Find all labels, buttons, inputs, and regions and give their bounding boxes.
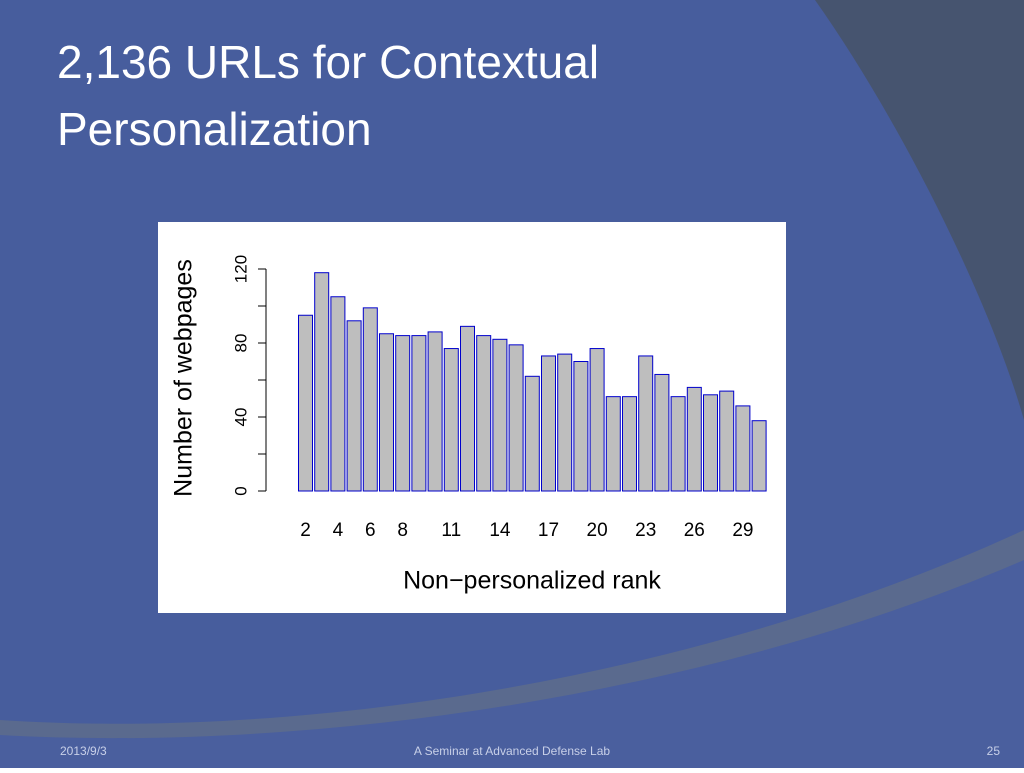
bar bbox=[443, 348, 459, 492]
bar bbox=[298, 314, 313, 492]
bar bbox=[573, 361, 589, 492]
bar bbox=[589, 348, 605, 492]
y-tick-label: 40 bbox=[231, 408, 250, 427]
bar bbox=[605, 396, 621, 492]
bar bbox=[735, 405, 751, 492]
bar bbox=[622, 396, 637, 492]
footer-text: A Seminar at Advanced Defense Lab bbox=[414, 744, 610, 758]
decor-bottom-inner bbox=[0, 560, 1024, 768]
slide-title: Personalization bbox=[57, 103, 372, 155]
y-tick-label: 120 bbox=[231, 255, 250, 283]
x-tick-label: 14 bbox=[489, 520, 511, 541]
bar bbox=[427, 331, 443, 492]
x-tick-label: 4 bbox=[333, 520, 344, 541]
x-tick-label: 8 bbox=[397, 520, 408, 541]
y-tick-label: 0 bbox=[231, 486, 250, 495]
x-tick-label: 11 bbox=[441, 520, 461, 541]
x-tick-label: 23 bbox=[635, 520, 656, 541]
decor-right bbox=[815, 0, 1024, 420]
bar bbox=[411, 335, 427, 492]
bar bbox=[330, 296, 346, 492]
bar bbox=[557, 353, 573, 492]
bar bbox=[346, 320, 362, 492]
bar bbox=[492, 338, 508, 492]
y-tick-label: 80 bbox=[231, 334, 250, 353]
x-tick-label: 29 bbox=[732, 520, 753, 541]
bar bbox=[703, 394, 718, 492]
footer-date: 2013/9/3 bbox=[60, 744, 107, 758]
bar bbox=[638, 355, 654, 492]
bar bbox=[395, 335, 411, 492]
x-tick-label: 20 bbox=[587, 520, 608, 541]
slide-title: 2,136 URLs for Contextual bbox=[57, 36, 599, 88]
bar bbox=[362, 307, 378, 492]
x-tick-label: 17 bbox=[538, 520, 559, 541]
bar bbox=[460, 325, 475, 492]
y-axis-label: Number of webpages bbox=[170, 259, 198, 497]
bar bbox=[524, 375, 540, 492]
bar bbox=[508, 344, 524, 492]
bar bbox=[314, 272, 330, 492]
x-tick-label: 6 bbox=[365, 520, 376, 541]
page-number: 25 bbox=[987, 744, 1001, 758]
bar bbox=[654, 373, 670, 492]
bar bbox=[751, 420, 767, 492]
bar bbox=[719, 390, 735, 492]
x-tick-label: 2 bbox=[300, 520, 311, 541]
x-tick-label: 26 bbox=[684, 520, 705, 541]
bar bbox=[379, 333, 394, 492]
bar bbox=[686, 386, 702, 492]
bar bbox=[670, 396, 686, 492]
bar bbox=[541, 355, 556, 492]
x-axis-label: Non−personalized rank bbox=[403, 567, 661, 595]
bar bbox=[476, 335, 492, 492]
